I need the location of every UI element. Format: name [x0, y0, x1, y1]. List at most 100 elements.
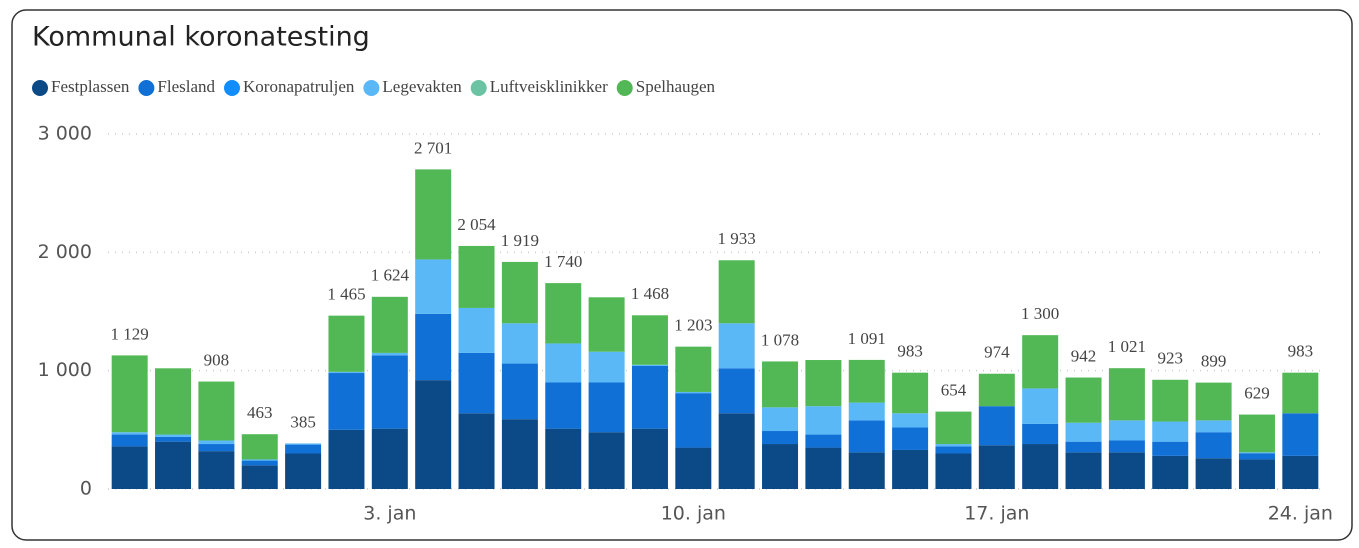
bar-segment: [762, 407, 799, 432]
bar-segment: [328, 371, 365, 374]
data-label: 1 465: [327, 285, 365, 304]
bar-segment: [458, 245, 495, 308]
data-label: 974: [984, 343, 1010, 362]
legend-swatch: [32, 80, 48, 96]
bar-segment: [1108, 420, 1145, 441]
x-tick-label: 3. jan: [363, 503, 416, 525]
data-label: 654: [941, 381, 967, 400]
bar-segment: [762, 444, 799, 489]
bar-segment: [1282, 372, 1319, 414]
legend-label: Koronapatruljen: [243, 77, 355, 96]
bar-segment: [415, 259, 452, 314]
legend-label: Flesland: [157, 77, 215, 96]
bar-segment: [805, 406, 842, 435]
data-label: 899: [1201, 352, 1227, 371]
bar-segment: [1065, 441, 1102, 453]
data-label: 1 091: [848, 329, 886, 348]
x-tick-label: 17. jan: [964, 503, 1029, 525]
bar-segment: [458, 307, 495, 353]
bar-segment: [111, 432, 148, 435]
bar-segment: [371, 296, 408, 353]
bar-segment: [545, 283, 582, 344]
bar-segment: [631, 428, 668, 489]
bar-segment: [675, 393, 712, 448]
bar-segment: [718, 413, 755, 489]
legend-swatch: [616, 80, 633, 96]
data-label: 1 919: [501, 231, 539, 250]
bar-segment: [1152, 455, 1189, 489]
bar-segment: [1195, 432, 1232, 459]
bar-segment: [1022, 388, 1059, 424]
legend-swatch: [224, 80, 240, 96]
y-tick-label: 2 000: [38, 241, 92, 263]
bar-segment: [1152, 379, 1189, 422]
bar-segment: [111, 446, 148, 489]
bar-segment: [501, 323, 538, 364]
bar-segment: [718, 368, 755, 414]
bar-segment: [805, 447, 842, 489]
bar-segment: [848, 359, 885, 403]
legend-swatch: [470, 80, 487, 96]
data-label: 1 021: [1108, 337, 1146, 356]
data-label: 629: [1244, 383, 1270, 402]
bar-segment: [588, 351, 625, 383]
bar-segment: [155, 441, 192, 489]
bar-segment: [935, 446, 972, 454]
bar-segment: [1022, 335, 1059, 389]
data-label: 2 701: [414, 138, 452, 157]
bar-segment: [1238, 459, 1275, 489]
bar-segment: [371, 352, 408, 356]
data-label: 1 933: [718, 229, 756, 248]
bar-segment: [328, 373, 365, 430]
bar-segment: [155, 434, 192, 437]
legend-label: Legevakten: [382, 77, 462, 96]
bar-segment: [545, 428, 582, 489]
bar-segment: [935, 411, 972, 445]
data-label: 1 468: [631, 284, 669, 303]
bar-segment: [285, 453, 322, 489]
bar-segment: [501, 419, 538, 489]
bar-segment: [241, 434, 278, 460]
bar-segment: [675, 391, 712, 394]
bar-segment: [155, 368, 192, 435]
bar-segment: [805, 360, 842, 407]
bar-segment: [675, 346, 712, 392]
legend-label: Spelhaugen: [636, 77, 716, 96]
bar-segment: [328, 315, 365, 372]
bar-segment: [1195, 420, 1232, 433]
bar-segment: [371, 428, 408, 489]
y-tick-label: 1 000: [38, 359, 92, 381]
bar-segment: [848, 402, 885, 421]
data-label: 1 624: [371, 266, 410, 285]
bar-segment: [1195, 382, 1232, 421]
data-label: 1 740: [544, 252, 582, 271]
bar-segment: [588, 382, 625, 433]
bar-segment: [1238, 452, 1275, 454]
legend-label: Luftveisklinikker: [490, 77, 608, 96]
bar-segment: [501, 363, 538, 420]
bar-segment: [1282, 413, 1319, 456]
bar-segment: [718, 323, 755, 369]
bar-segment: [1065, 377, 1102, 423]
bar-segment: [762, 431, 799, 445]
bar-segment: [198, 444, 235, 452]
bar-segment: [545, 382, 582, 429]
bar-segment: [675, 447, 712, 489]
data-label: 1 300: [1021, 304, 1059, 323]
bar-segment: [415, 380, 452, 489]
bar-segment: [718, 260, 755, 324]
bar-segment: [241, 460, 278, 466]
data-label: 908: [204, 350, 230, 369]
bar-segment: [111, 355, 148, 433]
y-tick-label: 0: [80, 478, 92, 500]
bar-segment: [198, 440, 235, 445]
bar-segment: [631, 315, 668, 365]
bar-segment: [198, 381, 235, 441]
bar-segment: [1108, 440, 1145, 453]
bar-segment: [1152, 421, 1189, 442]
legend-swatch: [138, 80, 155, 96]
bar-segment: [1238, 453, 1275, 460]
data-label: 2 054: [457, 215, 496, 234]
bar-segment: [371, 355, 408, 429]
